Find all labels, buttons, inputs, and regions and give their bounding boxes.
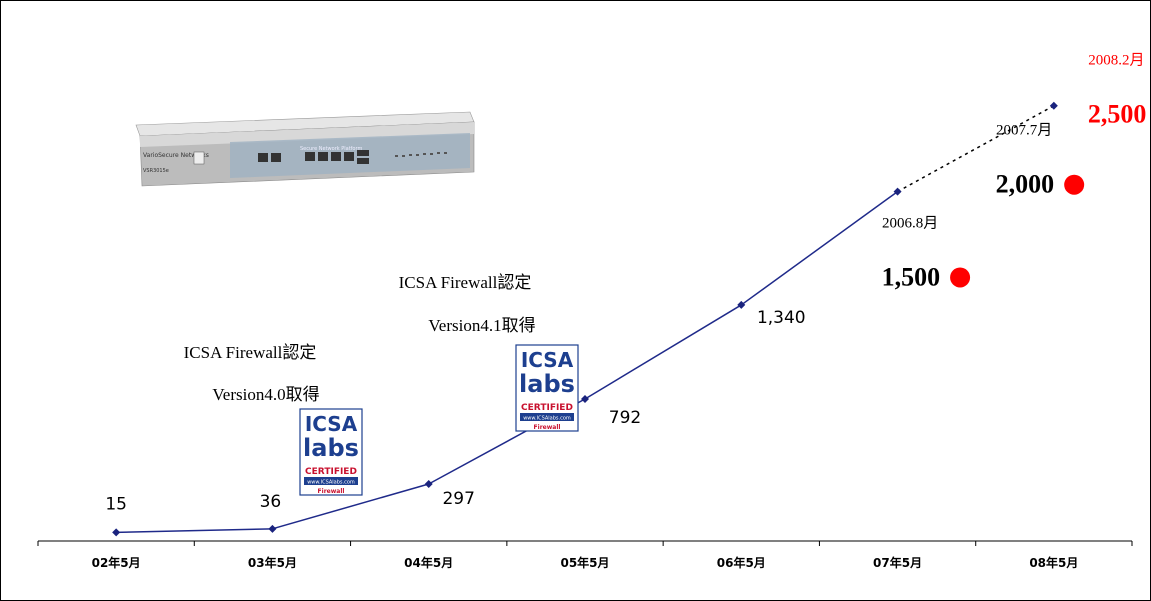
milestone-dot	[1064, 174, 1085, 195]
line-segment	[272, 483, 429, 530]
annotation-line1: ICSA Firewall認定	[184, 343, 317, 362]
icsa-certified-badge-2: ICSA labs CERTIFIED www.ICSAlabs.com Fir…	[515, 344, 579, 432]
milestone-date: 2007.7月	[996, 123, 1052, 139]
icsa-certified-badge-1: ICSA labs CERTIFIED www.ICSAlabs.com Fir…	[299, 408, 363, 496]
data-label: 36	[260, 492, 282, 512]
line-segment	[116, 528, 273, 534]
projected-line-segment	[897, 105, 1055, 193]
data-point-marker	[1049, 101, 1058, 110]
milestone-value: 2,500	[1088, 99, 1147, 128]
x-tick-label: 07年5月	[873, 555, 922, 570]
data-labels: 15 36 297 792 1,340	[105, 308, 805, 515]
annotation-line1: ICSA Firewall認定	[399, 273, 532, 292]
data-point-marker	[581, 395, 589, 404]
annotation-line2: Version4.0取得	[212, 385, 319, 404]
badge-certified-text: CERTIFIED	[305, 467, 357, 477]
milestones: 2006.8月 1,500 2007.7月 2,000 2008.2月 2,500	[882, 52, 1147, 291]
x-tick-label: 02年5月	[92, 555, 141, 570]
annotation-line2: Version4.1取得	[428, 316, 535, 335]
badge-labs-text: labs	[303, 434, 359, 462]
data-point-marker	[893, 187, 902, 196]
annotation-icsa-4-1: ICSA Firewall認定 Version4.1取得	[399, 273, 536, 335]
x-tick-label: 08年5月	[1029, 555, 1078, 570]
milestone-value: 1,500	[882, 262, 941, 291]
x-tick-label: 04年5月	[404, 555, 453, 570]
badge-icsa-text: ICSA	[521, 348, 574, 372]
data-label: 15	[105, 494, 127, 514]
router-device-image: VarioSecure Networks VSR3015e Secure Net…	[135, 111, 475, 187]
data-label: 1,340	[757, 308, 806, 328]
badge-icsa-text: ICSA	[305, 412, 358, 436]
milestone-value: 2,000	[996, 170, 1055, 199]
series-line	[116, 105, 1055, 534]
data-label: 297	[442, 489, 474, 509]
annotation-icsa-4-0: ICSA Firewall認定 Version4.0取得	[184, 343, 320, 404]
data-point-marker	[737, 300, 746, 309]
badge-url-text: www.ICSAlabs.com	[307, 480, 355, 486]
line-segment	[740, 190, 899, 306]
x-tick-label: 03年5月	[248, 555, 297, 570]
series-markers	[112, 101, 1058, 537]
data-point-marker	[112, 528, 121, 537]
badge-url-text: www.ICSAlabs.com	[523, 416, 571, 422]
milestone-date: 2006.8月	[882, 215, 938, 231]
badge-labs-text: labs	[519, 370, 575, 398]
device-model: VSR3015e	[143, 168, 169, 174]
x-tick-label: 06年5月	[717, 555, 766, 570]
x-tick-label: 05年5月	[560, 555, 609, 570]
data-point-marker	[424, 480, 433, 489]
data-label: 792	[609, 408, 641, 428]
device-panel-label: Secure Network Platform	[300, 146, 362, 152]
badge-firewall-text: Firewall	[534, 424, 561, 431]
line-segment	[584, 304, 742, 400]
milestone-dot	[950, 267, 971, 288]
badge-firewall-text: Firewall	[318, 488, 345, 495]
milestone-date: 2008.2月	[1088, 52, 1144, 68]
badge-certified-text: CERTIFIED	[521, 403, 573, 413]
x-axis: 02年5月 03年5月 04年5月 05年5月 06年5月 07年5月 08年5月	[37, 540, 1133, 570]
device-brand: VarioSecure Networks	[143, 152, 209, 159]
data-point-marker	[268, 524, 277, 533]
